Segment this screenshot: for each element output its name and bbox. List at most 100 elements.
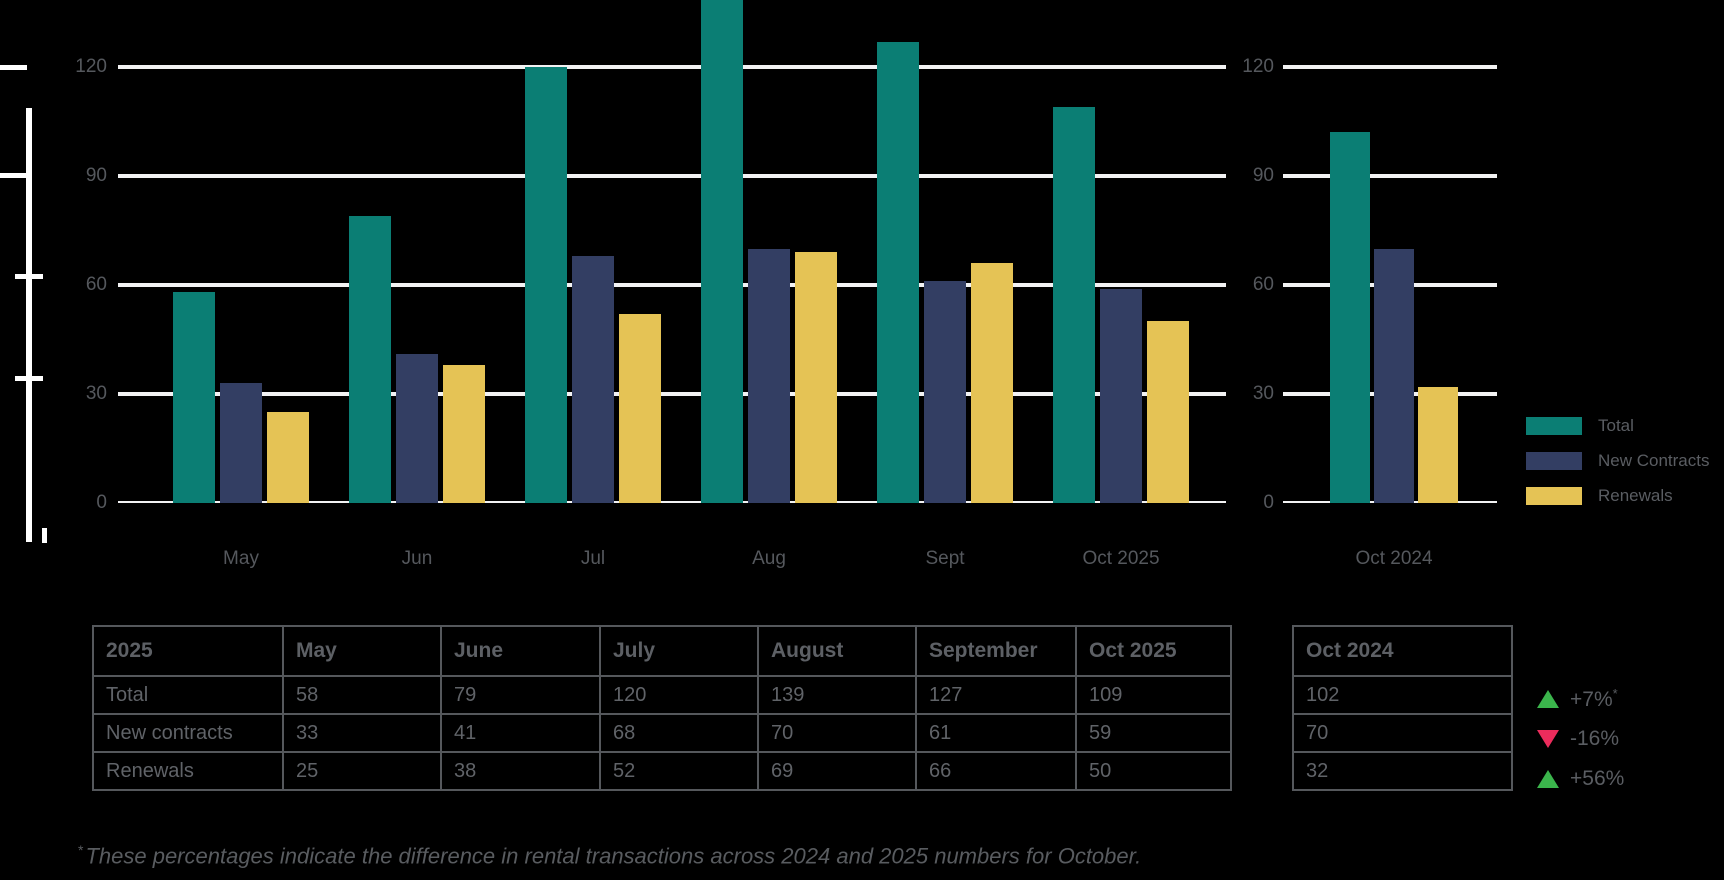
legend-label: New Contracts [1598, 451, 1710, 470]
indicator-asterisk: * [1612, 686, 1618, 701]
y-axis-label-30: 30 [1252, 383, 1274, 404]
bar-new-contracts-oct-2024 [1374, 249, 1414, 503]
footnote-text: These percentages indicate the differenc… [85, 843, 1142, 869]
triangle-down-icon [1537, 730, 1559, 748]
bar-total-sept [877, 42, 919, 503]
x-axis-label-may: May [223, 548, 259, 569]
comparison-data-table: Oct 2024 102 70 32 [1292, 625, 1513, 791]
gridline-90 [118, 174, 1226, 178]
table-cell: 66 [915, 751, 1077, 791]
y-axis-label-60: 60 [1252, 274, 1274, 295]
table-cell: 70 [1292, 713, 1513, 753]
bar-new-contracts-sept [924, 281, 966, 503]
indicator-value: +56% [1570, 767, 1625, 790]
x-axis-label-jun: Jun [401, 548, 433, 569]
legend-swatch-renewals [1526, 487, 1582, 505]
bar-new-contracts-oct-2025 [1100, 289, 1142, 503]
y-axis-label-30: 30 [85, 383, 107, 404]
table-header-cell: August [757, 625, 917, 677]
table-cell: 59 [1075, 713, 1232, 753]
table-cell: New contracts [92, 713, 284, 753]
bar-new-contracts-may [220, 383, 262, 503]
bar-new-contracts-jun [396, 354, 438, 503]
bar-renewals-aug [795, 252, 837, 503]
x-axis-label-aug: Aug [752, 548, 786, 569]
triangle-up-icon [1537, 770, 1559, 788]
table-row: 32 [1292, 751, 1513, 791]
decorative-tick [42, 528, 47, 543]
gridline-60 [118, 283, 1226, 287]
table-cell: 79 [440, 675, 601, 715]
y-axis-label-60: 60 [85, 274, 107, 295]
bar-new-contracts-aug [748, 249, 790, 503]
bar-total-jun [349, 216, 391, 503]
bar-total-aug [701, 0, 743, 503]
decorative-tick [15, 274, 43, 279]
gridline-90 [1283, 174, 1497, 178]
table-cell: 25 [282, 751, 442, 791]
bar-total-may [173, 292, 215, 503]
y-axis-label-120: 120 [75, 56, 107, 77]
legend-item-renewals: Renewals [1526, 486, 1709, 505]
x-axis-label-oct-2025: Oct 2025 [1082, 548, 1160, 569]
footnote-asterisk: * [78, 842, 84, 858]
table-header-cell: Oct 2025 [1075, 625, 1232, 677]
bar-renewals-may [267, 412, 309, 503]
table-row: Total 58 79 120 139 127 109 [92, 675, 1232, 715]
table-header-cell: September [915, 625, 1077, 677]
gridline-120 [1283, 65, 1497, 69]
bar-total-oct-2024 [1330, 132, 1370, 503]
table-cell: Total [92, 675, 284, 715]
table-cell: 109 [1075, 675, 1232, 715]
main-chart-y-axis: 0 30 60 90 120 [55, 0, 107, 513]
bar-total-oct-2025 [1053, 107, 1095, 503]
table-cell: 41 [440, 713, 601, 753]
gridline-30 [118, 392, 1226, 396]
bar-renewals-oct-2024 [1418, 387, 1458, 503]
bar-renewals-jul [619, 314, 661, 503]
bar-renewals-jun [443, 365, 485, 503]
bar-renewals-sept [971, 263, 1013, 503]
y-axis-label-120: 120 [1242, 56, 1274, 77]
table-cell: 102 [1292, 675, 1513, 715]
legend-item-new-contracts: New Contracts [1526, 451, 1710, 470]
y-axis-label-0: 0 [96, 492, 107, 513]
table-header-cell: 2025 [92, 625, 284, 677]
legend-label: Total [1598, 416, 1634, 435]
x-axis-label-oct-2024: Oct 2024 [1355, 548, 1433, 569]
table-row: 70 [1292, 713, 1513, 753]
gridline-120 [118, 65, 1226, 69]
x-axis-label-jul: Jul [580, 548, 606, 569]
footnote: *These percentages indicate the differen… [78, 842, 1141, 869]
indicator-row: -16% [1537, 719, 1624, 759]
bar-new-contracts-jul [572, 256, 614, 503]
indicator-value: -16% [1570, 727, 1620, 750]
decorative-axis-line [26, 108, 32, 542]
main-chart-plot [118, 0, 1226, 503]
table-cell: 32 [1292, 751, 1513, 791]
y-axis-label-90: 90 [1252, 165, 1274, 186]
table-row: New contracts 33 41 68 70 61 59 [92, 713, 1232, 753]
y-axis-label-90: 90 [85, 165, 107, 186]
main-data-table: 2025 May June July August September Oct 2025 To… [92, 625, 1232, 791]
table-header-cell: Oct 2024 [1292, 625, 1513, 677]
table-cell: Renewals [92, 751, 284, 791]
table-header-cell: July [599, 625, 759, 677]
table-header-cell: May [282, 625, 442, 677]
table-cell: 70 [757, 713, 917, 753]
table-cell: 38 [440, 751, 601, 791]
table-cell: 120 [599, 675, 759, 715]
comparison-chart-plot [1283, 0, 1497, 503]
decorative-tick [0, 173, 30, 178]
table-header-row: Oct 2024 [1292, 625, 1513, 677]
legend-swatch-total [1526, 417, 1582, 435]
indicator-row: +7%* [1537, 679, 1624, 719]
gridline-0 [118, 501, 1226, 503]
table-header-cell: June [440, 625, 601, 677]
decorative-tick [0, 65, 27, 70]
indicator-row: +56% [1537, 759, 1624, 799]
comparison-chart-y-axis: 0 30 60 90 120 [1222, 0, 1274, 513]
bar-renewals-oct-2025 [1147, 321, 1189, 503]
legend-label: Renewals [1598, 486, 1673, 505]
